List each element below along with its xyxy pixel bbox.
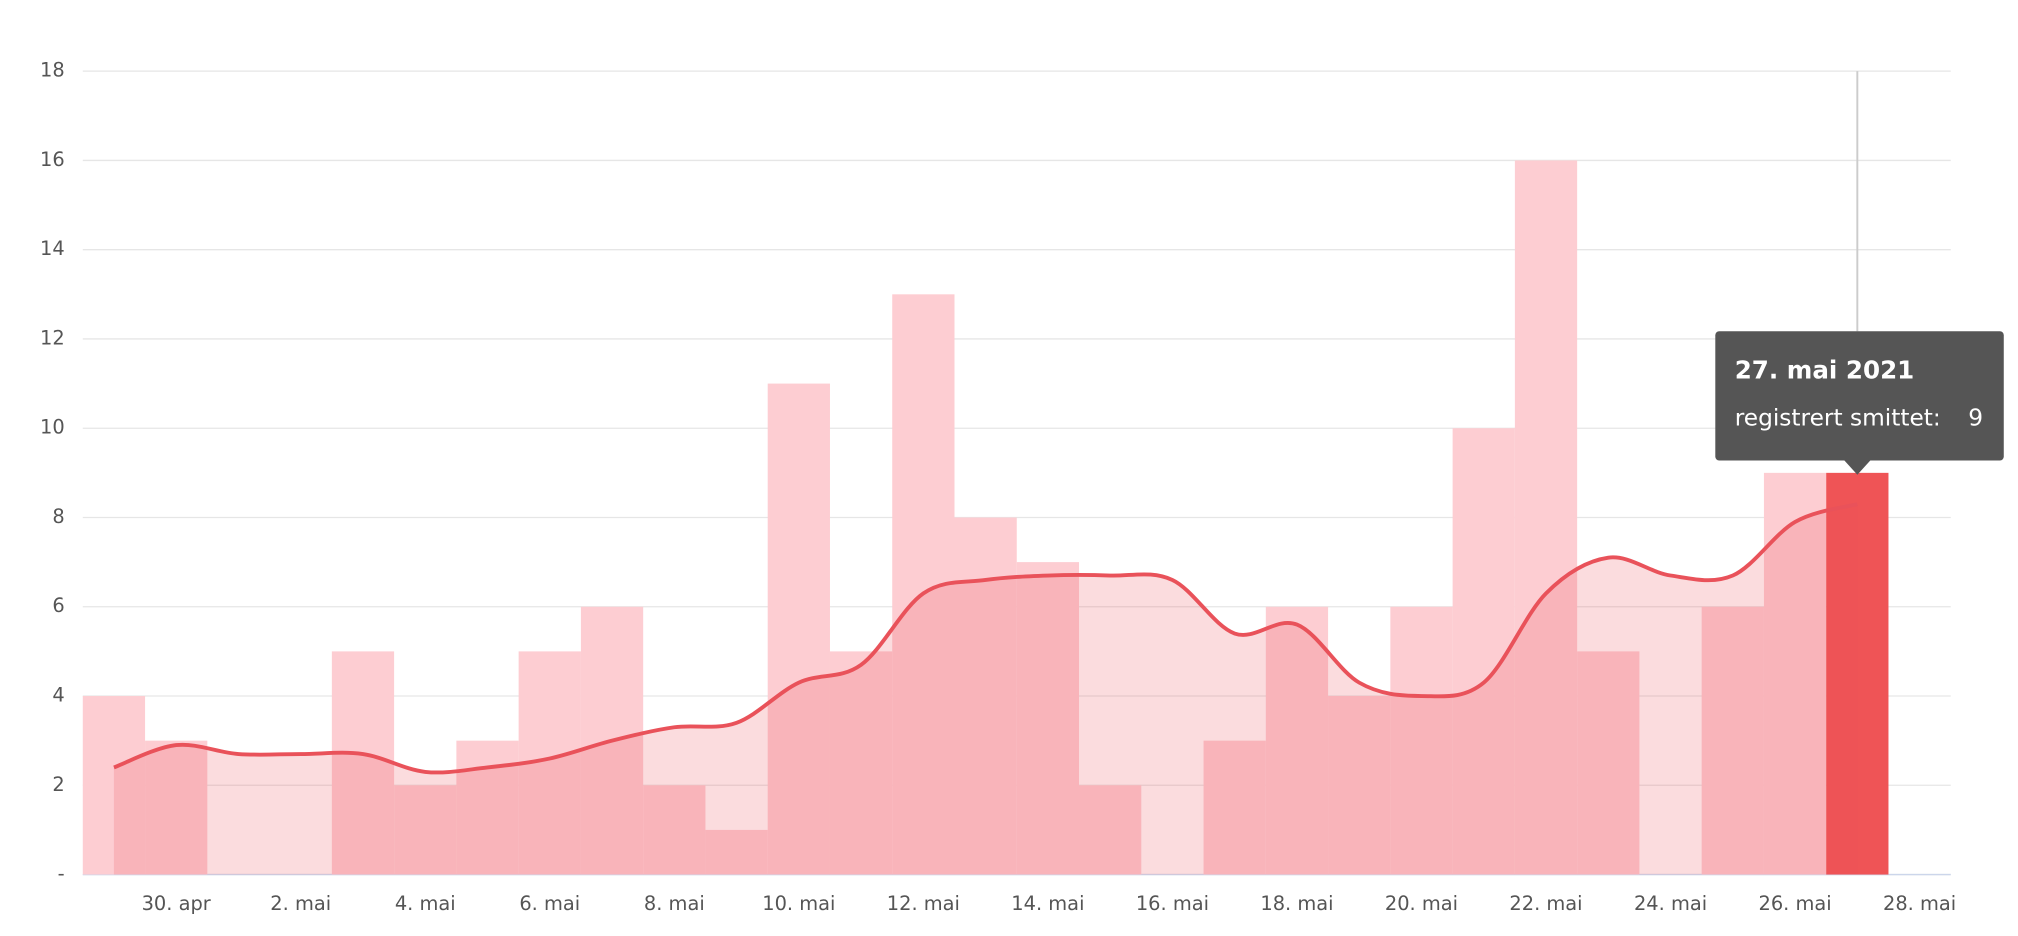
tooltip-pointer — [1844, 460, 1871, 475]
y-tick-label: - — [58, 862, 65, 885]
bar — [643, 785, 706, 875]
y-tick-label: 12 — [40, 326, 65, 349]
bar — [1328, 696, 1391, 875]
y-tick-label: 10 — [40, 416, 65, 439]
bar — [705, 829, 768, 875]
y-tick-label: 16 — [40, 148, 65, 171]
x-tick-label: 8. mai — [644, 892, 705, 915]
x-tick-label: 4. mai — [395, 892, 456, 915]
bar — [1079, 785, 1142, 875]
y-tick-label: 4 — [52, 684, 64, 707]
bar — [767, 383, 830, 875]
x-tick-label: 16. mai — [1136, 892, 1209, 915]
bar — [1826, 472, 1889, 875]
bar — [331, 651, 395, 875]
line — [113, 502, 1858, 775]
x-tick-label: 6. mai — [519, 892, 580, 915]
x-tick-label: 10. mai — [762, 892, 835, 915]
bar — [1203, 740, 1266, 875]
bar — [1577, 651, 1640, 875]
bar — [1265, 606, 1329, 875]
tooltip-box — [1715, 331, 2004, 461]
y-tick-label: 6 — [52, 594, 64, 617]
x-tick-label: 30. apr — [142, 892, 211, 915]
x-tick-label: 24. mai — [1634, 892, 1707, 915]
x-tick-label: 20. mai — [1385, 892, 1458, 915]
bar — [1701, 606, 1764, 875]
y-tick-label: 8 — [52, 505, 64, 528]
x-tick-label: 18. mai — [1260, 892, 1333, 915]
bar — [1016, 562, 1080, 875]
x-tick-label: 14. mai — [1011, 892, 1084, 915]
bar — [145, 740, 208, 875]
x-tick-label: 26. mai — [1758, 892, 1831, 915]
bar — [1390, 606, 1453, 875]
bar — [82, 696, 146, 875]
bar — [1452, 428, 1515, 875]
bar — [456, 740, 519, 875]
tooltip-title: 27. mai 2021 — [1735, 355, 1915, 384]
tooltip: 27. mai 2021 registrert smittet: 9 — [1715, 331, 2004, 475]
x-tick-label: 2. mai — [270, 892, 331, 915]
x-tick-label: 12. mai — [887, 892, 960, 915]
bar — [1514, 160, 1578, 875]
tooltip-value: 9 — [1968, 405, 1983, 432]
y-tick-label: 14 — [40, 237, 65, 260]
bar — [394, 785, 457, 875]
y-tick-label: 2 — [52, 773, 64, 796]
x-tick-label: 22. mai — [1509, 892, 1582, 915]
y-tick-label: 18 — [40, 59, 65, 82]
tooltip-label: registrert smittet: — [1735, 405, 1941, 432]
x-tick-label: 28. mai — [1883, 892, 1956, 915]
bar — [829, 651, 893, 875]
line-area — [113, 504, 1858, 875]
